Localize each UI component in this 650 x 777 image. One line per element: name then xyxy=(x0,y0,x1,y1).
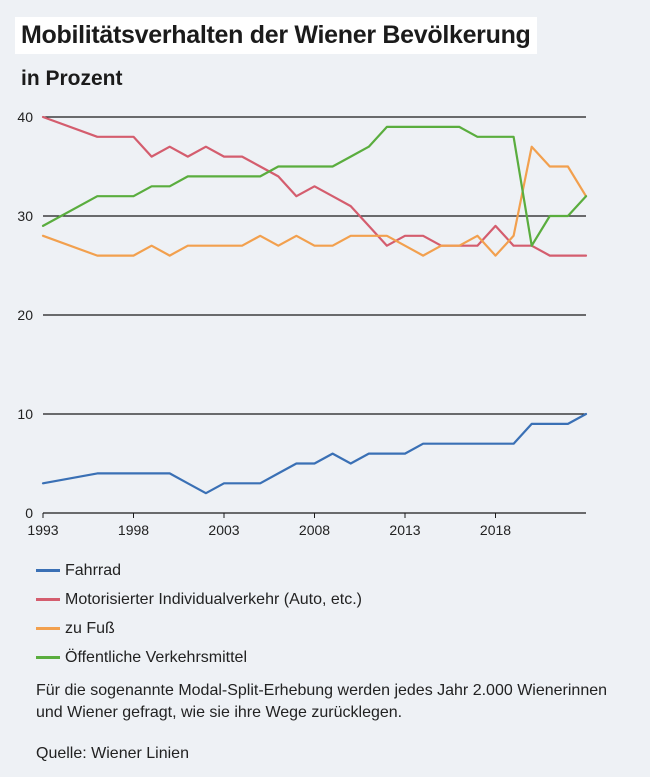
legend-label: Motorisierter Individualverkehr (Auto, e… xyxy=(65,590,362,608)
x-tick-label: 1998 xyxy=(118,522,149,538)
legend-item: Fahrrad xyxy=(36,556,362,585)
source-note: Quelle: Wiener Linien xyxy=(36,745,189,762)
series-line-1 xyxy=(41,412,588,495)
legend-label: Öffentliche Verkehrsmittel xyxy=(65,648,248,666)
legend: Fahrrad Motorisierter Individualverkehr (… xyxy=(36,556,362,672)
chart-subtitle: in Prozent xyxy=(21,67,123,90)
x-tick-label: 1993 xyxy=(27,522,58,538)
x-tick-label: 2008 xyxy=(299,522,330,538)
legend-swatch xyxy=(36,627,60,630)
legend-item: Öffentliche Verkehrsmittel xyxy=(36,643,362,672)
legend-swatch xyxy=(36,569,60,572)
series-line-2 xyxy=(41,115,588,257)
y-tick-label: 10 xyxy=(17,406,33,422)
legend-swatch xyxy=(36,656,60,659)
series-layer xyxy=(41,115,588,495)
x-tick-label: 2003 xyxy=(208,522,239,538)
y-tick-label: 30 xyxy=(17,208,33,224)
y-tick-label: 0 xyxy=(25,505,33,521)
legend-item: zu Fuß xyxy=(36,614,362,643)
axis-layer: 0 10 20 30 40 1993 1998 2003 2008 2013 2018 xyxy=(17,109,511,538)
series-line-3 xyxy=(41,145,588,257)
line-chart: 0 10 20 30 40 1993 1998 2003 2008 2013 2018 xyxy=(17,109,588,538)
title-box: Mobilitätsverhalten der Wiener Bevölkeru… xyxy=(15,17,537,54)
series-line-4 xyxy=(41,125,588,247)
legend-label: zu Fuß xyxy=(65,619,115,637)
y-tick-label: 40 xyxy=(17,109,33,125)
chart-title: Mobilitätsverhalten der Wiener Bevölkeru… xyxy=(21,21,531,49)
y-tick-label: 20 xyxy=(17,307,33,323)
grid-layer xyxy=(43,116,586,514)
x-tick-label: 2013 xyxy=(389,522,420,538)
legend-swatch xyxy=(36,598,60,601)
footnote: Für die sogenannte Modal-Split-Erhebung … xyxy=(36,682,608,721)
legend-label: Fahrrad xyxy=(65,561,122,579)
x-tick-label: 2018 xyxy=(480,522,511,538)
legend-item: Motorisierter Individualverkehr (Auto, e… xyxy=(36,585,362,614)
